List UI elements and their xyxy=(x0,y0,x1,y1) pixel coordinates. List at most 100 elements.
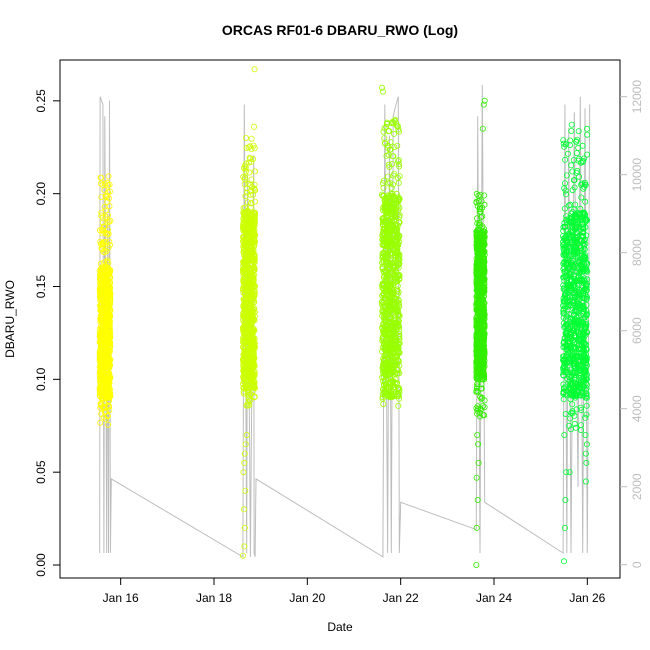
data-point xyxy=(568,288,575,295)
data-point xyxy=(567,238,574,245)
data-point xyxy=(247,191,254,198)
data-point xyxy=(106,390,113,397)
data-point xyxy=(574,167,581,174)
data-point xyxy=(380,214,387,221)
data-point xyxy=(476,219,483,226)
data-point xyxy=(387,335,394,342)
data-point xyxy=(479,355,486,362)
data-point xyxy=(560,140,567,147)
data-point xyxy=(105,212,112,219)
data-point xyxy=(571,420,578,427)
data-point xyxy=(573,240,580,247)
data-point xyxy=(100,317,107,324)
data-point xyxy=(579,229,586,236)
data-point xyxy=(474,496,481,503)
data-point xyxy=(106,299,113,306)
data-point xyxy=(243,286,250,293)
y-tick-label: 0.25 xyxy=(34,89,48,113)
data-point xyxy=(98,297,105,304)
data-point xyxy=(581,295,588,302)
data-point xyxy=(569,389,576,396)
data-point xyxy=(251,235,258,242)
data-point xyxy=(563,191,570,198)
data-point xyxy=(571,177,578,184)
data-point xyxy=(251,145,258,152)
data-point xyxy=(98,194,105,201)
data-point xyxy=(568,259,575,266)
data-point xyxy=(102,345,109,352)
data-point xyxy=(582,367,589,374)
data-point xyxy=(106,336,113,343)
data-point xyxy=(582,376,589,383)
data-point xyxy=(240,165,247,172)
data-point xyxy=(105,319,112,326)
data-point xyxy=(480,304,487,311)
data-point xyxy=(246,365,253,372)
altitude-line-group xyxy=(99,84,591,558)
data-point xyxy=(474,289,481,296)
data-point xyxy=(560,260,567,267)
data-point xyxy=(582,431,589,438)
data-point xyxy=(247,181,254,188)
data-point xyxy=(565,310,572,317)
data-point xyxy=(578,407,585,414)
data-point xyxy=(103,303,110,310)
data-point xyxy=(563,172,570,179)
data-point xyxy=(384,364,391,371)
data-point xyxy=(394,306,401,313)
data-point xyxy=(584,125,591,132)
series-2 xyxy=(239,66,259,559)
data-point xyxy=(99,337,106,344)
data-point xyxy=(480,345,487,352)
data-point xyxy=(104,380,111,387)
data-point xyxy=(392,307,399,314)
data-point xyxy=(475,368,482,375)
data-point xyxy=(580,287,587,294)
data-point xyxy=(573,292,580,299)
series-3 xyxy=(378,84,403,409)
data-point xyxy=(574,364,581,371)
data-point xyxy=(561,431,568,438)
data-point xyxy=(573,307,580,314)
data-point xyxy=(380,304,387,311)
data-point xyxy=(388,291,395,298)
data-point xyxy=(240,363,247,370)
data-point xyxy=(478,237,485,244)
data-point xyxy=(583,321,590,328)
data-point xyxy=(566,318,573,325)
data-point xyxy=(383,123,390,130)
data-point xyxy=(387,391,394,398)
data-point xyxy=(251,212,258,219)
data-point xyxy=(382,196,389,203)
data-point xyxy=(568,282,575,289)
data-point xyxy=(381,125,388,132)
data-point xyxy=(473,562,480,569)
data-point xyxy=(97,318,104,325)
data-point xyxy=(103,279,110,286)
data-point xyxy=(479,318,486,325)
data-point xyxy=(395,157,402,164)
data-point xyxy=(583,381,590,388)
data-point xyxy=(577,385,584,392)
data-point xyxy=(582,380,589,387)
data-point xyxy=(568,215,575,222)
data-point xyxy=(102,273,109,280)
data-point xyxy=(574,392,581,399)
data-point xyxy=(383,228,390,235)
x-axis: Jan 16 Jan 18 Jan 20 Jan 22 Jan 24 Jan 26 xyxy=(103,577,606,605)
data-point xyxy=(580,343,587,350)
data-point xyxy=(473,375,480,382)
data-point xyxy=(102,359,109,366)
data-point xyxy=(379,88,386,95)
data-point xyxy=(384,195,391,202)
data-point xyxy=(379,393,386,400)
data-point xyxy=(391,216,398,223)
data-point xyxy=(473,405,480,412)
data-point xyxy=(481,201,488,208)
data-point xyxy=(576,173,583,180)
data-point xyxy=(97,330,104,337)
y2-tick-label: 8000 xyxy=(630,239,644,266)
data-point xyxy=(564,344,571,351)
data-point xyxy=(389,211,396,218)
data-point xyxy=(474,306,481,313)
